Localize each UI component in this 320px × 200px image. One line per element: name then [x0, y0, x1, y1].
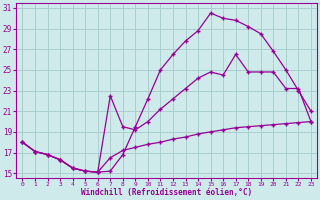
X-axis label: Windchill (Refroidissement éolien,°C): Windchill (Refroidissement éolien,°C) [81, 188, 252, 197]
